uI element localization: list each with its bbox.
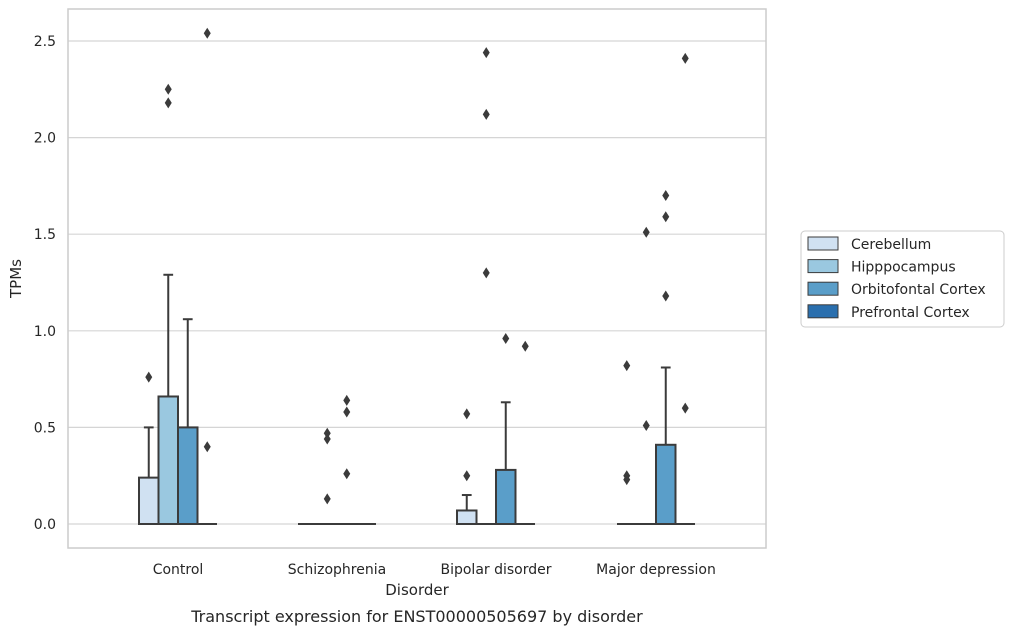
legend-label: Cerebellum (851, 237, 931, 253)
legend: Cerebellum Hipppocampus Orbitofontal Corte… (800, 230, 1005, 328)
outlier-point (323, 493, 331, 505)
box-2-3 (515, 340, 535, 525)
box (495, 468, 517, 525)
box-1-2 (337, 394, 357, 525)
box-1-1 (317, 427, 337, 525)
outlier-point (343, 468, 351, 480)
x-tick-label: Major depression (596, 562, 716, 578)
box-3-2 (655, 190, 677, 525)
outlier-point (463, 408, 471, 420)
box (138, 476, 160, 525)
y-axis-title: TPMs (7, 259, 25, 299)
outlier-point (482, 267, 490, 279)
plot-area (67, 8, 767, 549)
outlier-point (662, 190, 670, 202)
legend-swatch (807, 236, 839, 251)
x-tick-label: Schizophrenia (288, 562, 386, 578)
outlier-point (164, 97, 172, 109)
y-tick-label: 1.5 (34, 227, 56, 243)
y-axis-ticks: 0.0 0.5 1.0 1.5 2.0 2.5 (34, 34, 56, 533)
box (157, 395, 179, 526)
outlier-point (521, 340, 529, 352)
outlier-point (662, 211, 670, 223)
legend-label: Hipppocampus (851, 260, 956, 276)
legend-label: Prefrontal Cortex (851, 305, 970, 321)
box-3-3 (675, 52, 695, 525)
legend-swatch (807, 259, 839, 274)
box (456, 509, 478, 526)
box (177, 426, 199, 525)
box-2-1 (476, 47, 496, 525)
outlier-point (463, 470, 471, 482)
legend-swatch (807, 304, 839, 319)
outlier-point (642, 419, 650, 431)
legend-frame (800, 230, 1005, 328)
outlier-point (203, 441, 211, 453)
outlier-point (623, 474, 631, 486)
box-3-0 (617, 360, 637, 525)
y-tick-label: 2.0 (34, 131, 56, 147)
box-3-1 (636, 226, 656, 525)
outlier-point (482, 47, 490, 59)
box (655, 443, 677, 525)
outlier-point (343, 406, 351, 418)
legend-swatch (807, 281, 839, 296)
box-0-0 (138, 371, 160, 525)
box-0-1 (157, 83, 179, 526)
outlier-point (323, 433, 331, 445)
outlier-point (164, 83, 172, 95)
box-0-3 (197, 27, 217, 525)
figure-caption: Transcript expression for ENST0000050569… (190, 607, 643, 626)
outlier-point (203, 27, 211, 39)
outlier-point (681, 52, 689, 64)
box-2-2 (495, 333, 517, 525)
x-tick-label: Control (153, 562, 204, 578)
x-axis-title: Disorder (385, 581, 449, 599)
outlier-point (502, 333, 510, 345)
outlier-point (482, 108, 490, 120)
x-axis-ticks: Control Schizophrenia Bipolar disorder Majo… (153, 562, 716, 578)
x-tick-label: Bipolar disorder (440, 562, 551, 578)
outlier-point (145, 371, 153, 383)
legend-label: Orbitofontal Cortex (851, 282, 986, 298)
outlier-point (623, 360, 631, 372)
outlier-point (681, 402, 689, 414)
y-tick-label: 0.5 (34, 420, 56, 436)
outlier-point (662, 290, 670, 302)
outlier-point (323, 427, 331, 439)
plot-marks (138, 27, 695, 526)
y-tick-label: 2.5 (34, 34, 56, 50)
box-2-0 (456, 408, 478, 526)
outlier-point (642, 226, 650, 238)
y-tick-label: 0.0 (34, 517, 56, 533)
y-tick-label: 1.0 (34, 324, 56, 340)
box-0-2 (177, 318, 199, 525)
outlier-point (343, 394, 351, 406)
